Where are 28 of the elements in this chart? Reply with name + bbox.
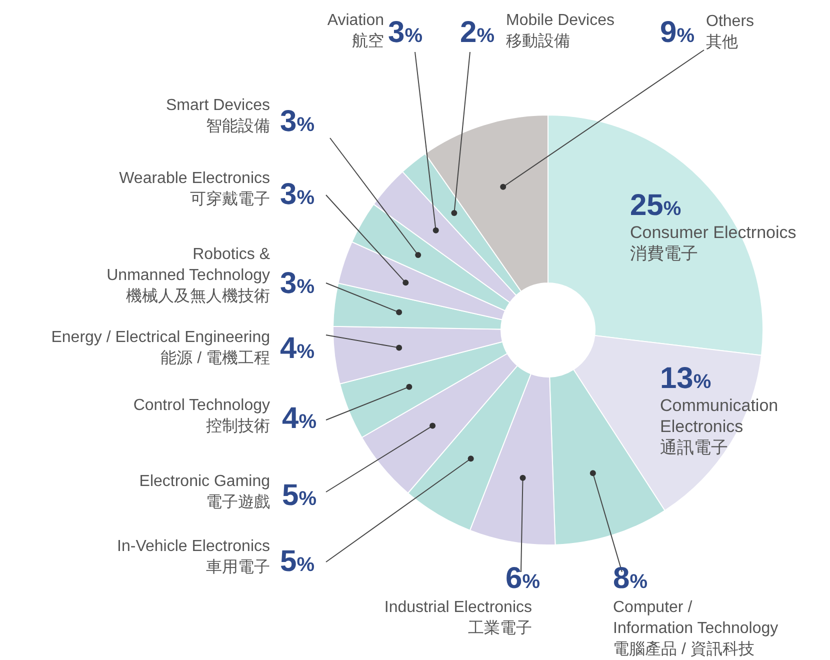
data-label: 5%: [280, 545, 315, 578]
slice-label: Smart Devices 智能設備: [166, 97, 270, 135]
slice-label: Computer / Information Technology 電腦產品 / 資訊科技: [613, 599, 778, 658]
slice-label: Robotics & Unmanned Technology 機械人及無人機技術: [106, 246, 270, 305]
slice-label: Mobile Devices 移動設備: [506, 12, 614, 50]
data-label: 3%: [280, 178, 315, 211]
data-label: 2%: [460, 16, 495, 49]
data-label: 3%: [280, 105, 315, 138]
slice-label: Industrial Electronics 工業電子: [384, 599, 532, 637]
data-label: 6%: [506, 562, 540, 595]
slice-label: Wearable Electronics 可穿戴電子: [119, 170, 270, 208]
data-label: 4%: [280, 332, 315, 365]
data-label: 3%: [280, 267, 315, 300]
slice-label: Energy / Electrical Engineering 能源 / 電機工程: [51, 329, 270, 367]
slice-label: In-Vehicle Electronics 車用電子: [117, 538, 270, 576]
slice-label: Others 其他: [706, 13, 754, 51]
slice-label: Communication Electronics 通訊電子: [660, 396, 778, 457]
data-label: 5%: [282, 479, 317, 512]
data-label: 25%: [630, 189, 682, 222]
data-label: 4%: [282, 402, 317, 435]
data-label: 9%: [660, 16, 695, 49]
slice-label: Consumer Electrnoics 消費電子: [630, 223, 796, 263]
slice-label: Electronic Gaming 電子遊戲: [139, 473, 270, 511]
data-label: 8%: [613, 562, 648, 595]
data-label: 3%: [388, 16, 423, 49]
data-label: 13%: [660, 362, 712, 395]
slice-label: Aviation 航空: [327, 12, 384, 50]
slice-label: Control Technology 控制技術: [133, 397, 270, 435]
